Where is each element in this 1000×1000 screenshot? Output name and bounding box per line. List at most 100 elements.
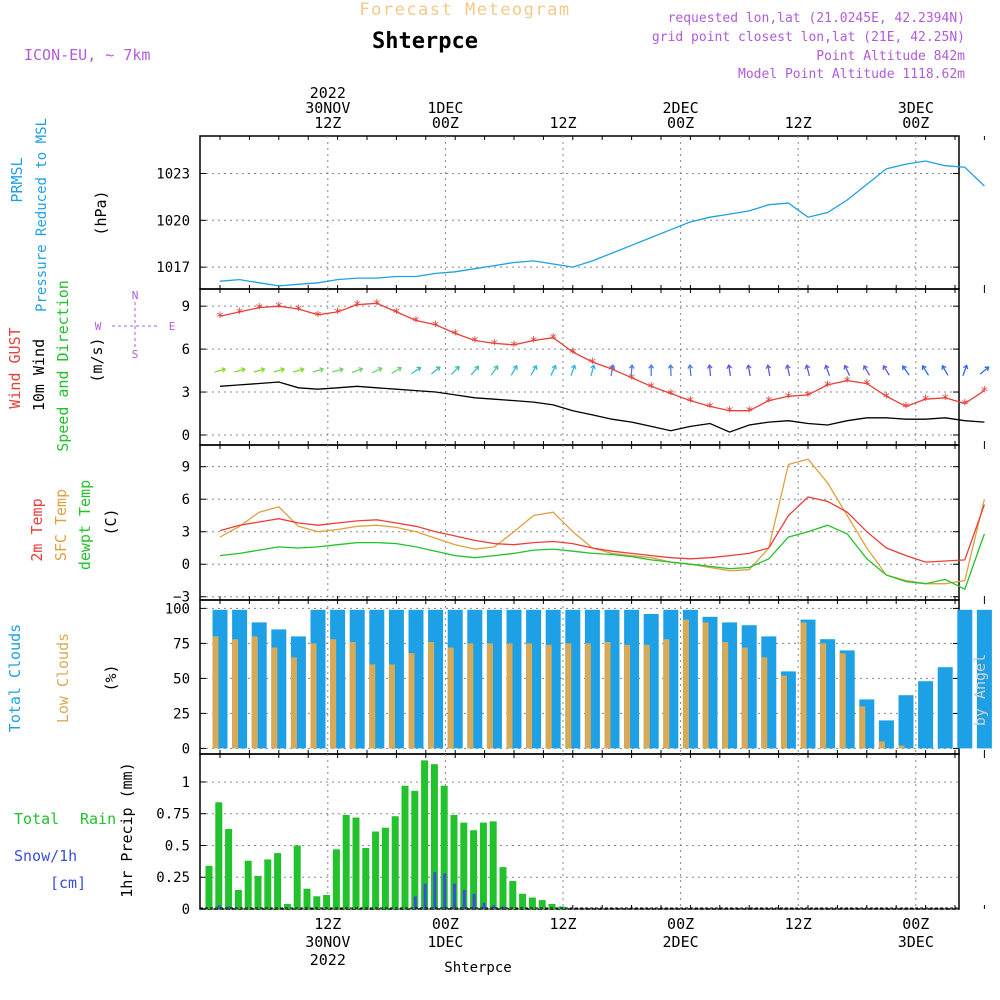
- y-tick-label: 0: [182, 902, 190, 918]
- snow-unit-label: [cm]: [50, 874, 86, 892]
- gust-marker: *: [333, 306, 341, 322]
- total-clouds-label: Total Clouds: [6, 624, 24, 732]
- rain-bar: [499, 867, 507, 909]
- model-altitude: Model Point Altitude 1118.62m: [738, 67, 965, 82]
- bottom-time-label: 2022: [310, 951, 346, 969]
- top-time-label: 1DEC: [427, 99, 463, 117]
- y-tick-label: 100: [165, 601, 190, 617]
- temperature-frame: [199, 444, 960, 601]
- wind-arrow-head: [260, 367, 266, 373]
- gust-marker: *: [863, 377, 871, 393]
- temp-unit-label: (C): [102, 508, 120, 535]
- gust-marker: *: [314, 309, 322, 325]
- snow-bar: [443, 873, 447, 909]
- low-cloud-bar: [722, 642, 729, 749]
- compass-rose: N S W E: [95, 289, 176, 361]
- low-cloud-bar: [584, 643, 591, 749]
- rain-bar: [538, 900, 546, 909]
- top-time-label: 12Z: [314, 114, 341, 132]
- wind-arrow-head: [862, 364, 868, 370]
- gust-marker: *: [431, 319, 439, 335]
- bottom-time-label: 00Z: [667, 915, 694, 933]
- gust-marker: *: [275, 300, 283, 316]
- wind-arrow-head: [532, 364, 538, 370]
- total-cloud-bar: [898, 695, 914, 749]
- y-tick-label: 0: [182, 428, 190, 444]
- wind-direction-arrow: [630, 365, 633, 377]
- y-tick-label: 6: [182, 492, 190, 508]
- bottom-time-label: 2DEC: [663, 933, 699, 951]
- rain-bar: [303, 888, 311, 909]
- wind-direction-arrow: [292, 368, 304, 373]
- wind-direction-arrow: [863, 365, 871, 376]
- bottom-time-label: 30NOV: [305, 933, 350, 951]
- footer-station-label: Shterpce: [444, 960, 511, 976]
- gust-marker: *: [471, 335, 479, 351]
- wind-direction-arrow: [510, 365, 518, 376]
- wind-direction-arrow: [490, 365, 499, 376]
- wind-direction-arrow: [941, 365, 949, 376]
- wind-direction-arrow: [411, 366, 421, 375]
- low-cloud-bar: [486, 643, 493, 749]
- y-tick-label: 3: [182, 525, 190, 541]
- wind-direction-arrow: [312, 368, 324, 373]
- y-tick-label: 75: [173, 636, 190, 652]
- rain-bar: [489, 821, 497, 909]
- rain-bar: [264, 859, 272, 909]
- snow-bar: [492, 905, 496, 909]
- total-cloud-bar: [976, 609, 992, 749]
- wind-arrow-head: [687, 363, 694, 369]
- gust-marker: *: [667, 387, 675, 403]
- y-tick-label: 0.75: [156, 807, 190, 823]
- wind-direction-arrow: [962, 365, 968, 376]
- wind-direction-arrow: [371, 367, 383, 374]
- wind-10m-label: 10m Wind: [30, 339, 48, 411]
- snow-bar: [433, 872, 437, 909]
- y-tick-label: 0.5: [165, 838, 190, 854]
- wind-arrow-head: [240, 367, 246, 373]
- bottom-time-label: 00Z: [432, 915, 459, 933]
- gust-marker: *: [294, 303, 302, 319]
- low-cloud-bar: [682, 619, 689, 749]
- gust-marker: *: [353, 299, 361, 315]
- top-time-label: 2DEC: [663, 99, 699, 117]
- sfc-temp-line: [219, 458, 986, 585]
- wind-direction-arrow: [805, 365, 811, 377]
- rain-bar: [401, 785, 409, 909]
- gust-marker: *: [490, 337, 498, 353]
- clouds-panel: 0 25 50 75 100 Total Clouds Low Clouds (%): [6, 599, 992, 757]
- wind-direction-arrow: [550, 365, 557, 376]
- wind-direction-arrow: [728, 365, 732, 377]
- y-tick-label: 1: [182, 775, 190, 791]
- rain-bar: [391, 816, 399, 909]
- gust-marker: *: [647, 380, 655, 396]
- total-cloud-bar: [918, 681, 934, 749]
- total-label: Total: [14, 810, 59, 828]
- low-cloud-bar: [898, 745, 905, 749]
- top-time-label: 12Z: [549, 114, 576, 132]
- low-cloud-bar: [369, 664, 376, 749]
- y-tick-label: 6: [182, 342, 190, 358]
- wind-arrow-head: [571, 364, 577, 370]
- gust-marker: *: [627, 372, 635, 388]
- low-cloud-bar: [408, 653, 415, 749]
- wind-direction-arrow: [570, 365, 576, 376]
- wind-arrow-head: [590, 364, 596, 370]
- rain-bar: [323, 895, 331, 909]
- rain-bar: [342, 814, 350, 909]
- top-time-label: 30NOV: [305, 99, 350, 117]
- wind-speed-direction-label: Speed and Direction: [54, 280, 72, 452]
- rain-bar: [519, 893, 527, 909]
- gust-marker: *: [980, 385, 988, 401]
- wind-arrow-head: [299, 367, 305, 373]
- rain-bar: [215, 802, 223, 909]
- y-tick-label: 0: [182, 557, 190, 573]
- wind-direction-arrow: [253, 368, 265, 373]
- gust-marker: *: [941, 392, 949, 408]
- wind-arrow-head: [667, 363, 674, 369]
- gust-marker: *: [745, 405, 753, 421]
- low-cloud-bar: [878, 741, 885, 749]
- wind-arrow-head: [765, 364, 772, 370]
- pressure-unit-label: (hPa): [92, 190, 110, 235]
- wind-arrow-head: [609, 364, 616, 370]
